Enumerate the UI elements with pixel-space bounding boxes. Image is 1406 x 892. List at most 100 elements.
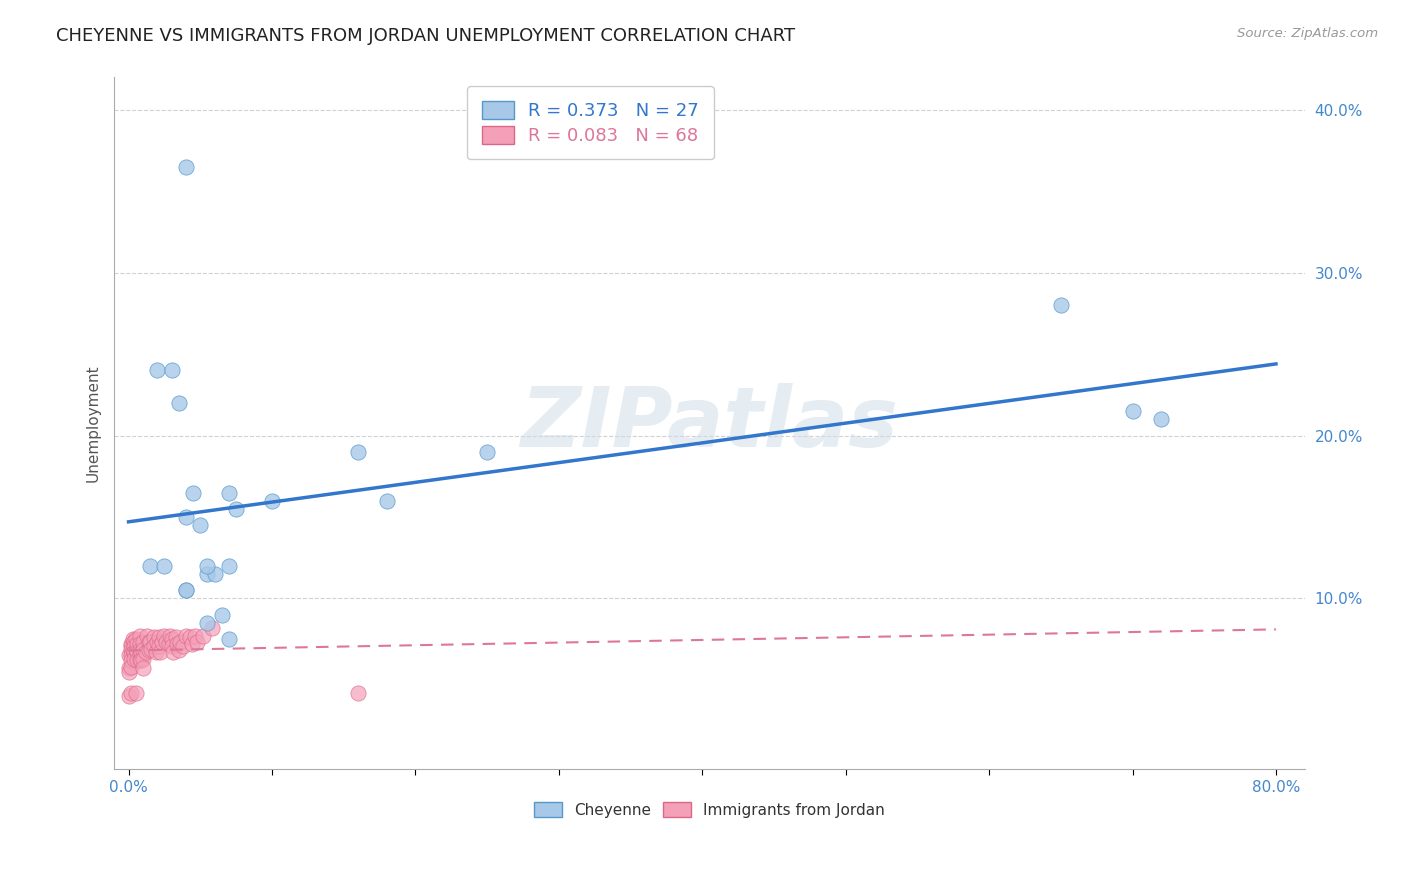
Point [475,445,498,459]
Point [174,583,197,598]
Point [197,566,219,581]
Point [125,643,148,657]
Point [218,558,240,573]
Point [132,643,155,657]
Point [160,363,183,377]
Point [146,363,169,377]
Point [1049,298,1071,312]
Point [125,632,148,646]
Legend: Cheyenne, Immigrants from Jordan: Cheyenne, Immigrants from Jordan [529,796,891,824]
Text: ZIPatlas: ZIPatlas [520,383,898,464]
Point [121,632,143,646]
Point [191,629,214,643]
Point [129,643,152,657]
Point [129,647,152,661]
Point [139,635,162,649]
Point [153,629,176,643]
Point [132,635,155,649]
Point [138,643,160,657]
Point [167,643,190,657]
Y-axis label: Unemployment: Unemployment [86,365,100,483]
Point [148,631,170,645]
Point [204,566,226,581]
Point [150,635,173,649]
Point [183,629,205,643]
Point [117,661,139,675]
Point [135,645,157,659]
Point [136,629,159,643]
Point [169,635,191,649]
Point [181,485,204,500]
Point [146,635,169,649]
Point [375,493,398,508]
Point [127,645,149,659]
Point [120,686,142,700]
Point [188,518,211,533]
Point [120,653,142,667]
Point [138,635,160,649]
Point [201,621,224,635]
Point [129,653,152,667]
Point [122,645,145,659]
Point [174,510,197,524]
Point [117,689,139,703]
Point [218,485,240,500]
Point [162,645,184,659]
Point [155,635,177,649]
Point [139,558,162,573]
Point [132,661,155,675]
Point [120,648,142,663]
Point [148,639,170,653]
Point [117,648,139,663]
Point [347,445,370,459]
Point [218,632,240,646]
Point [122,639,145,653]
Point [149,645,172,659]
Point [120,659,142,673]
Point [120,643,142,657]
Point [131,645,153,659]
Point [211,607,233,622]
Point [186,635,208,649]
Point [120,639,142,653]
Point [120,637,142,651]
Point [166,637,188,651]
Point [172,639,194,653]
Point [174,583,197,598]
Point [127,637,149,651]
Point [131,653,153,667]
Text: Source: ZipAtlas.com: Source: ZipAtlas.com [1237,27,1378,40]
Point [117,665,139,679]
Point [141,641,163,656]
Point [145,645,167,659]
Point [127,653,149,667]
Point [160,632,183,646]
Point [143,631,166,645]
Point [1150,412,1173,426]
Point [121,643,143,657]
Point [167,396,190,410]
Point [125,686,148,700]
Point [132,651,155,665]
Point [179,631,201,645]
Point [143,639,166,653]
Point [347,686,370,700]
Point [174,160,197,174]
Point [197,558,219,573]
Point [122,633,145,648]
Point [159,629,181,643]
Point [174,629,197,643]
Point [129,629,152,643]
Point [165,631,187,645]
Point [122,651,145,665]
Point [129,637,152,651]
Point [157,637,180,651]
Point [180,637,202,651]
Point [153,558,176,573]
Text: CHEYENNE VS IMMIGRANTS FROM JORDAN UNEMPLOYMENT CORRELATION CHART: CHEYENNE VS IMMIGRANTS FROM JORDAN UNEMP… [56,27,796,45]
Point [225,501,247,516]
Point [160,639,183,653]
Point [260,493,283,508]
Point [197,615,219,630]
Point [1122,404,1144,418]
